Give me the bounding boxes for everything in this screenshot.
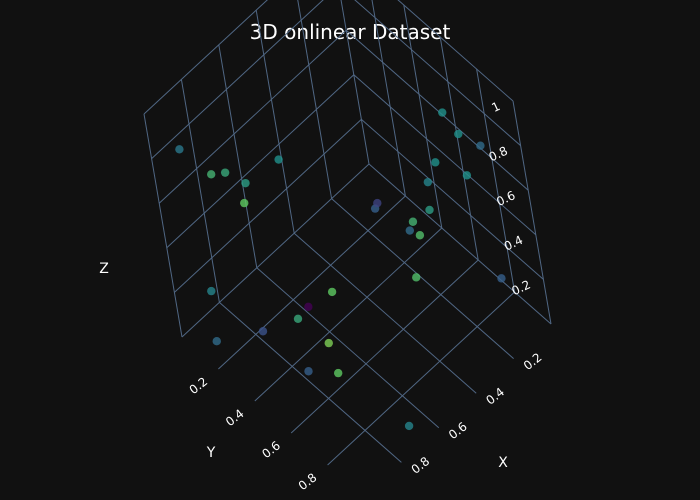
z-axis-title: Z — [99, 261, 109, 277]
y-tick-label: 0.6 — [259, 438, 283, 461]
wall-grid-line — [174, 119, 362, 293]
x-axis-title: X — [498, 455, 508, 471]
wall-grid-line — [353, 74, 537, 236]
data-point — [304, 367, 313, 376]
data-point — [241, 178, 250, 188]
data-point — [240, 198, 249, 208]
wall-edge-line — [512, 100, 552, 325]
floor-grid-line — [290, 259, 479, 434]
wall-grid-line — [354, 0, 521, 146]
wall-grid-line — [297, 0, 333, 199]
data-point — [438, 108, 447, 117]
wall-grid-line — [476, 68, 516, 293]
axis-title-layer: X Y Z — [99, 261, 508, 471]
chart-title: 3D onlinear Dataset — [250, 20, 451, 44]
floor-grid-line — [254, 227, 443, 402]
wall-grid-line — [151, 0, 324, 159]
data-point — [220, 168, 230, 177]
data-point — [431, 158, 440, 167]
wall-grid-line — [143, 0, 268, 115]
data-point — [408, 217, 418, 226]
floor-grid-line — [219, 302, 402, 463]
wall-grid-line — [166, 74, 355, 249]
wall-grid-line — [180, 79, 220, 303]
data-point — [274, 155, 283, 164]
x-tick-label: 0.6 — [446, 419, 470, 442]
wall-grid-line — [397, 0, 514, 102]
wall-grid-line — [439, 36, 479, 261]
x-tick-label: 0.4 — [483, 385, 507, 408]
data-point — [327, 287, 337, 297]
data-point — [207, 170, 216, 179]
floor-grid-line — [256, 267, 440, 429]
data-point — [412, 273, 421, 282]
data-point — [324, 338, 333, 348]
data-point — [404, 421, 414, 431]
point-layer — [175, 108, 506, 431]
floor-grid-line — [218, 195, 406, 370]
wall-grid-line — [218, 44, 258, 268]
wall-edge-line — [340, 0, 370, 165]
wall-grid-line — [371, 0, 406, 197]
wall-grid-line — [255, 10, 295, 234]
data-point — [415, 231, 425, 240]
data-point — [207, 286, 216, 296]
grid-layer — [143, 0, 552, 466]
data-point — [497, 274, 506, 283]
data-point — [423, 177, 433, 187]
wall-grid-line — [403, 4, 443, 229]
data-point — [334, 368, 343, 378]
floor-grid-line — [327, 291, 515, 466]
wall-grid-line — [345, 29, 529, 191]
floor-grid-line — [293, 232, 477, 394]
y-tick-label: 0.2 — [187, 374, 211, 397]
wall-edge-line — [143, 113, 183, 338]
floor-edge-line — [368, 163, 552, 325]
floor-grid-line — [331, 198, 514, 359]
data-point — [425, 205, 434, 215]
y-tick-label: 0.8 — [296, 470, 320, 493]
data-point — [293, 314, 303, 323]
data-point — [212, 337, 221, 346]
wall-grid-line — [158, 29, 347, 204]
x-tick-label: 0.2 — [521, 350, 545, 373]
z-tick-label: 1 — [489, 99, 502, 115]
data-point — [258, 327, 268, 336]
y-tick-label: 0.4 — [223, 406, 247, 429]
floor-edge-line — [181, 163, 370, 338]
x-tick-label: 0.8 — [409, 454, 433, 477]
y-axis-title: Y — [206, 445, 216, 461]
wall-grid-line — [361, 119, 544, 280]
data-point — [462, 171, 472, 180]
data-point — [304, 302, 313, 312]
data-point — [175, 145, 184, 154]
data-point — [405, 226, 414, 235]
data-point — [476, 141, 485, 150]
data-point — [454, 129, 463, 139]
data-point — [373, 198, 382, 208]
